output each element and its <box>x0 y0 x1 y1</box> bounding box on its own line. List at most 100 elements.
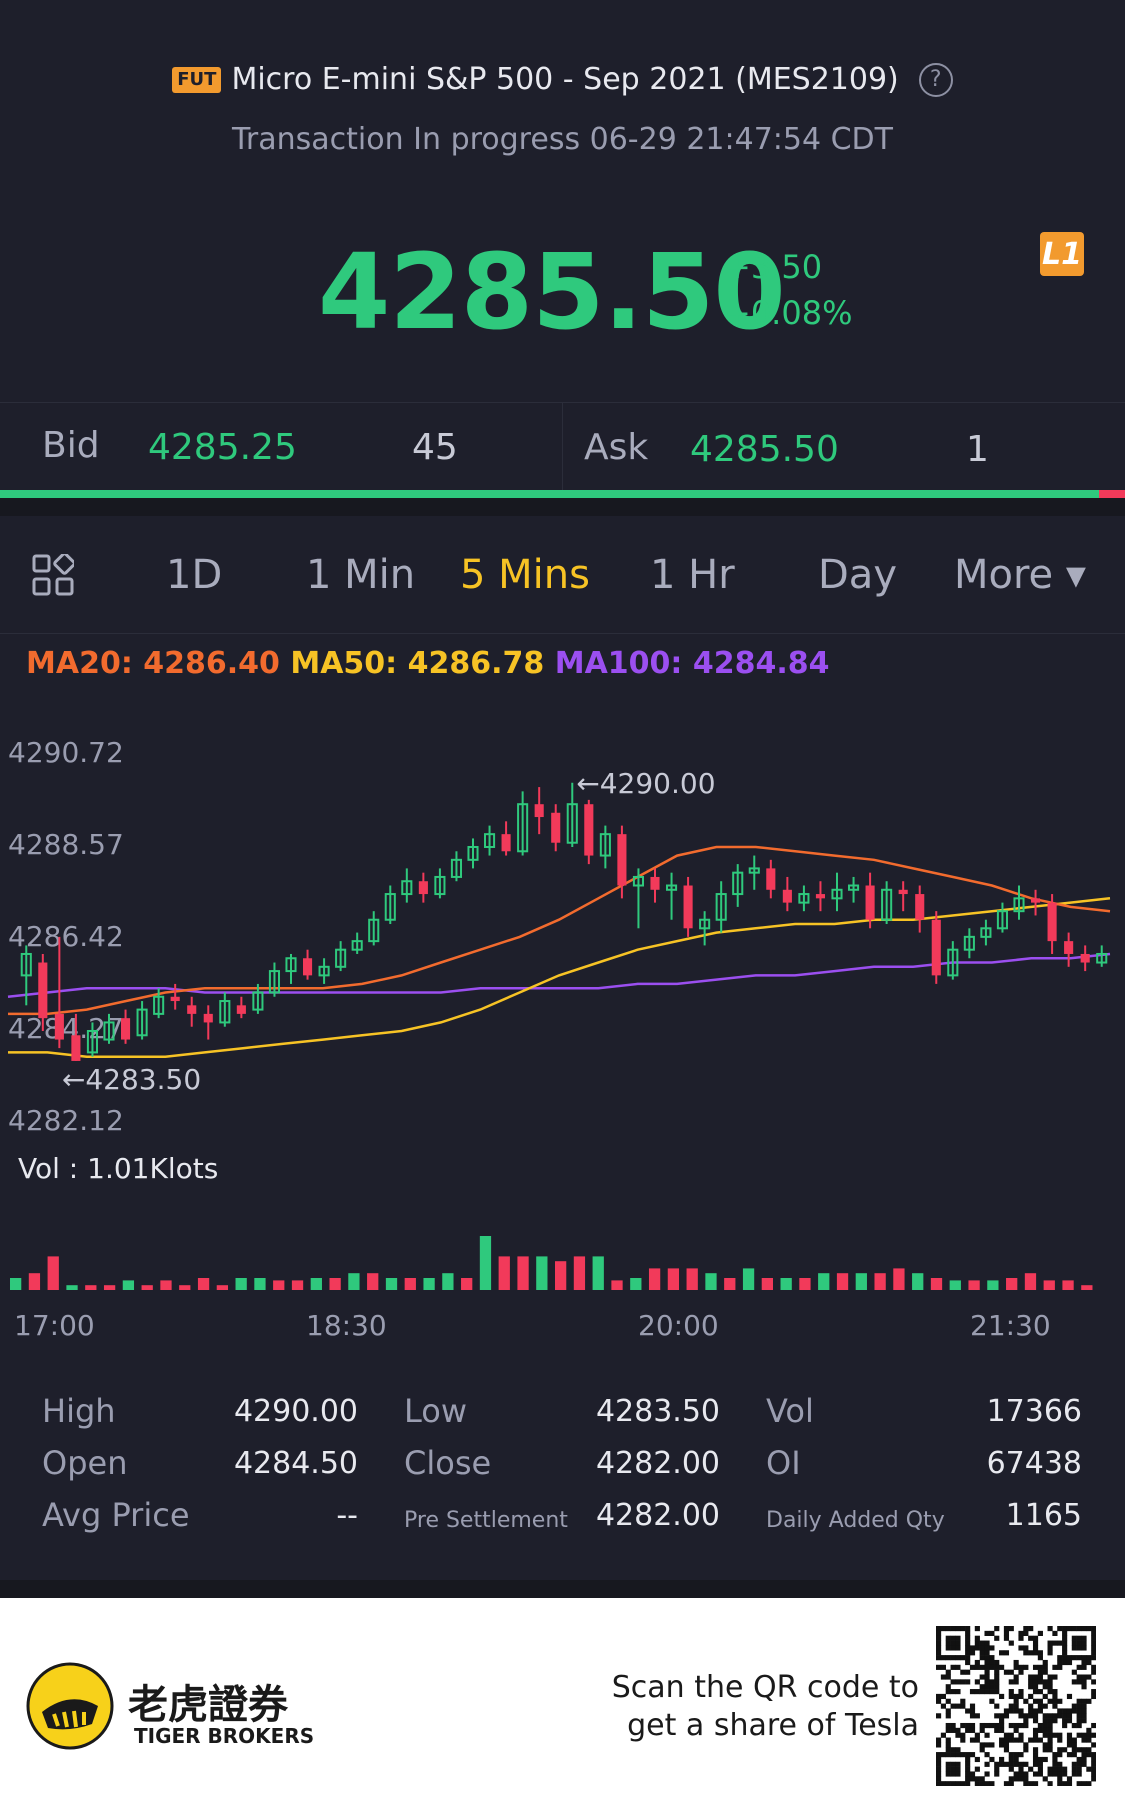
volume-bar <box>254 1278 266 1290</box>
qr-module <box>1066 1732 1073 1738</box>
qr-module <box>1047 1679 1053 1685</box>
ma50-line <box>8 897 1111 1058</box>
qr-module <box>1018 1669 1024 1675</box>
level1-badge[interactable]: L1 <box>1040 232 1084 276</box>
qr-module <box>1013 1693 1019 1700</box>
qr-module <box>1028 1684 1034 1690</box>
qr-module <box>974 1732 980 1738</box>
qr-module <box>1023 1747 1029 1753</box>
qr-module <box>1076 1718 1082 1724</box>
bid-ask-divider <box>562 403 563 491</box>
qr-module <box>1028 1693 1034 1700</box>
qr-module <box>950 1679 956 1685</box>
qr-module <box>1057 1732 1063 1738</box>
qr-module <box>945 1781 951 1786</box>
tab-more[interactable]: More ▾ <box>954 552 1086 598</box>
bid-label: Bid <box>42 425 100 466</box>
qr-module <box>1057 1781 1063 1786</box>
qr-module <box>1013 1756 1019 1763</box>
candle-body <box>285 957 297 973</box>
tab-1hr[interactable]: 1 Hr <box>650 552 735 598</box>
qr-module <box>989 1684 995 1690</box>
tab-1d[interactable]: 1D <box>166 552 223 598</box>
qr-module <box>1091 1771 1096 1777</box>
oi-value: 67438 <box>986 1446 1082 1481</box>
qr-module <box>1018 1708 1024 1714</box>
volume-bar <box>160 1280 172 1290</box>
qr-code[interactable] <box>936 1626 1096 1786</box>
candle-body <box>120 1018 131 1040</box>
qr-module <box>1091 1664 1096 1670</box>
qr-module <box>1008 1756 1014 1763</box>
qr-module <box>1008 1781 1014 1786</box>
qr-module <box>974 1713 980 1719</box>
tab-day[interactable]: Day <box>818 552 897 598</box>
chart-layout-icon[interactable] <box>32 554 74 596</box>
qr-module <box>1018 1732 1024 1738</box>
volume-bar <box>367 1273 379 1290</box>
qr-module <box>1062 1630 1068 1636</box>
price-change: +3.50 <box>724 248 823 286</box>
qr-module <box>1003 1708 1010 1714</box>
qr-module <box>989 1679 995 1685</box>
qr-module <box>1042 1756 1048 1763</box>
x-tick-label: 18:30 <box>306 1309 387 1340</box>
qr-module <box>960 1737 966 1743</box>
qr-module <box>1037 1771 1043 1777</box>
candle-body <box>898 889 908 895</box>
price-chart[interactable]: 4290.724288.574286.424284.274282.12←4290… <box>0 700 1125 1340</box>
qr-module <box>936 1756 942 1763</box>
qr-module <box>1032 1684 1039 1690</box>
qr-module <box>936 1650 942 1656</box>
tab-5mins[interactable]: 5 Mins <box>460 552 590 598</box>
qr-module <box>1028 1737 1034 1743</box>
qr-module <box>1047 1727 1053 1733</box>
qr-module <box>1032 1752 1039 1758</box>
qr-module <box>1037 1722 1043 1729</box>
qr-module <box>1032 1674 1039 1680</box>
qr-module <box>1066 1742 1073 1748</box>
open-label: Open <box>42 1444 128 1482</box>
qr-module <box>1042 1776 1048 1782</box>
qr-module <box>955 1752 961 1758</box>
qr-module <box>969 1650 976 1656</box>
qr-module <box>945 1640 951 1646</box>
candle-body <box>815 894 826 899</box>
qr-module <box>1071 1645 1077 1651</box>
qr-module <box>994 1664 1000 1670</box>
qr-module <box>1081 1679 1087 1685</box>
tab-1min[interactable]: 1 Min <box>306 552 416 598</box>
qr-module <box>1023 1664 1029 1670</box>
qr-module <box>1091 1626 1096 1632</box>
qr-module <box>984 1640 990 1646</box>
candle-body <box>683 885 693 929</box>
qr-module <box>945 1684 951 1690</box>
qr-module <box>1076 1781 1082 1786</box>
qr-module <box>984 1655 990 1661</box>
help-icon[interactable]: ? <box>918 62 953 97</box>
qr-module <box>1076 1732 1082 1738</box>
y-tick-label: 4290.72 <box>8 736 124 769</box>
qr-module <box>940 1781 946 1786</box>
qr-module <box>989 1781 995 1786</box>
candle-body <box>219 1000 231 1024</box>
qr-module <box>999 1737 1005 1743</box>
candle-body <box>401 880 413 896</box>
qr-module <box>1086 1737 1092 1743</box>
candle-body <box>1030 898 1041 903</box>
qr-module <box>1047 1689 1053 1695</box>
qr-module <box>1028 1626 1034 1632</box>
qr-module <box>1057 1659 1063 1666</box>
qr-module <box>994 1722 1000 1729</box>
candle-body <box>847 884 860 891</box>
qr-module <box>1086 1626 1092 1632</box>
qr-module <box>1037 1655 1043 1661</box>
candle-body <box>632 875 645 887</box>
qr-module <box>1013 1708 1019 1714</box>
qr-module <box>1086 1659 1092 1666</box>
qr-module <box>989 1645 995 1651</box>
brand-en: TIGER BROKERS <box>134 1724 315 1748</box>
qr-module <box>1076 1664 1082 1670</box>
volume-bar <box>686 1268 698 1290</box>
qr-module <box>945 1747 951 1753</box>
